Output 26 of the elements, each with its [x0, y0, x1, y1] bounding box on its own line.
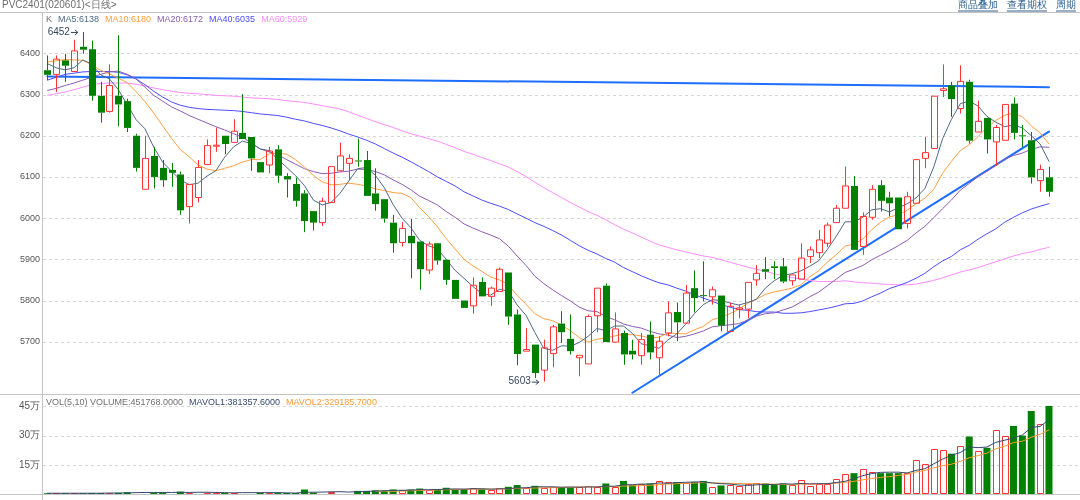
y-tick-label: 6100 — [19, 171, 40, 182]
chart-title: VOL(5,10) VOLUME:451768.0000 — [46, 397, 184, 408]
text: MA20:6172 — [157, 14, 204, 25]
y-tick-label: 6000 — [19, 212, 40, 223]
annotation: 6452 — [47, 25, 71, 37]
y-tick-label: 6400 — [19, 47, 40, 58]
y-tick-label: 30万 — [18, 429, 40, 441]
chart-title: PVC2401(020601)<日线> — [2, 0, 117, 11]
text: MAVOL1:381357.6000 — [189, 397, 280, 408]
y-tick-label: 5700 — [19, 336, 40, 347]
text: MA5:6138 — [58, 14, 100, 25]
text: 商品叠加 — [958, 0, 998, 11]
y-tick-label: 15万 — [18, 458, 40, 470]
annotation: 5603 — [508, 375, 532, 387]
y-tick-label: 5800 — [19, 294, 40, 305]
text: MAVOL2:329185.7000 — [285, 397, 377, 408]
text: MA10:6180 — [105, 14, 152, 25]
legend-title: K — [46, 14, 53, 25]
y-tick-label: 6300 — [19, 89, 40, 100]
y-tick-label: 5900 — [19, 253, 40, 264]
text: MA40:6035 — [209, 14, 256, 25]
text: 周期 — [1056, 0, 1076, 11]
y-tick-label: 45万 — [18, 400, 40, 412]
text: MA60:5929 — [261, 14, 308, 25]
text: 查看期权 — [1007, 0, 1047, 11]
y-tick-label: 6200 — [19, 130, 40, 141]
